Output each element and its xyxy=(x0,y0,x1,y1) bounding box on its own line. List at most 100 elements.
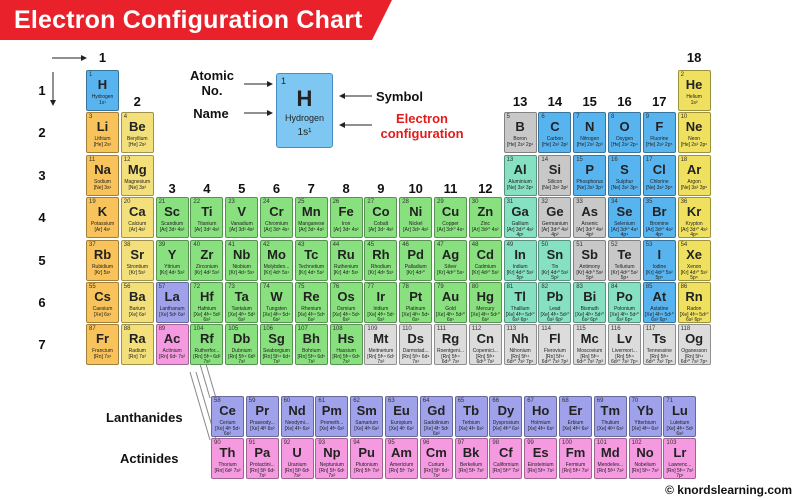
symbol: Th xyxy=(219,445,236,460)
element-cell-nh: 113 Nh Nihonium [Rn] 5f¹⁴ 6d¹⁰ 7s² 7p¹ xyxy=(503,324,537,366)
element-name: Astatine xyxy=(650,306,669,312)
electron-config: [Xe] 4f¹¹ 6s² xyxy=(527,426,554,432)
element-name: Radon xyxy=(686,306,702,312)
atomic-number: 99 xyxy=(527,440,534,446)
symbol: V xyxy=(237,204,247,220)
element-cell-cs: 55 Cs Caesium [Xe] 6s¹ xyxy=(86,282,119,323)
element-cell-w: 74 W Tungsten [Xe] 4f¹⁴ 5d⁴ 6s² xyxy=(260,282,293,323)
element-cell-b: 5 B Boron [He] 2s² 2p¹ xyxy=(503,112,537,154)
electron-config: [Xe] 4f⁷ 6s² xyxy=(389,426,414,432)
element-cell-se: 34 Se Selenium [Ar] 3d¹⁰ 4s² 4p⁴ xyxy=(608,197,641,239)
symbol: Cd xyxy=(476,246,494,262)
atomic-number: 12 xyxy=(123,156,131,163)
element-cell-cm: 96 Cm Curium [Rn] 5f⁷ 6d¹ 7s² xyxy=(419,438,453,479)
element-name: Tennessine xyxy=(646,348,672,355)
electron-config: [Xe] 4f⁴ 6s² xyxy=(284,426,310,432)
atomic-number: 47 xyxy=(437,241,444,248)
electron-config: [Rn] 5f⁹ 7s² xyxy=(458,468,484,474)
group-label-6: 6 xyxy=(272,181,281,196)
element-cell-re: 75 Re Rhenium [Xe] 4f¹⁴ 5d⁵ 6s² xyxy=(294,282,328,323)
element-cell-db: 105 Db Dubnium [Rn] 5f¹⁴ 6d³ 7s² xyxy=(225,324,259,366)
electron-config: [Xe] 4f¹⁴ 5d⁹ 6s¹ xyxy=(402,312,430,323)
atomic-number: 113 xyxy=(506,326,517,333)
element-cell-pd: 46 Pd Palladium [Kr] 4d¹⁰ xyxy=(399,239,433,281)
element-cell-sc: 21 Sc Scandium [Ar] 3d¹ 4s² xyxy=(155,197,189,239)
element-name: Hassium xyxy=(336,348,356,355)
element-name: Boron xyxy=(513,136,527,143)
atomic-number: 44 xyxy=(332,241,340,248)
copyright: © knordslearning.com xyxy=(665,483,792,497)
electron-config: [Kr] 4d⁸ 5s¹ xyxy=(368,269,394,276)
element-name: Zirconium xyxy=(195,263,218,270)
element-cell-in: 49 In Indium [Kr] 4d¹⁰ 5s² 5p¹ xyxy=(503,239,537,281)
atomic-number: 7 xyxy=(576,114,580,121)
group-label-9: 9 xyxy=(377,181,385,196)
symbol: Hg xyxy=(476,289,494,304)
legend-name-label: Name xyxy=(193,106,229,121)
atomic-number: 35 xyxy=(645,199,653,206)
element-name: Neon xyxy=(688,136,701,143)
element-cell-kr: 36 Kr Krypton [Ar] 3d¹⁰ 4s² 4p⁶ xyxy=(677,197,711,239)
electron-config: [Xe] 4f¹⁴ 5d¹⁰ 6s² 6p⁵ xyxy=(644,312,674,323)
group-label-13: 13 xyxy=(512,94,528,109)
atomic-number: 60 xyxy=(283,398,291,404)
element-cell-as: 33 As Arsenic [Ar] 3d¹⁰ 4s² 4p³ xyxy=(573,197,607,239)
element-name: Radium xyxy=(128,348,146,355)
symbol: Rb xyxy=(93,246,112,262)
element-name: Phosphorus xyxy=(576,178,604,185)
group-label-17: 17 xyxy=(652,94,667,109)
period-label-6: 6 xyxy=(38,295,46,310)
element-cell-al: 13 Al Aluminium [Ne] 3s² 3p¹ xyxy=(503,154,537,196)
symbol: Yb xyxy=(636,403,654,418)
element-name: Caesium xyxy=(92,306,113,312)
element-name: Sulphur xyxy=(615,178,634,185)
element-name: Livermori... xyxy=(612,348,637,355)
element-cell-mc: 115 Mc Moscovium [Rn] 5f¹⁴ 6d¹⁰ 7s² 7p³ xyxy=(573,324,607,366)
group-label-10: 10 xyxy=(408,181,423,196)
electron-config: [Rn] 5f¹⁴ 6d⁶ 7s² xyxy=(332,354,360,366)
element-name: Strontium xyxy=(126,263,148,270)
element-name: Silicon xyxy=(547,178,563,185)
electron-config: [Rn] 5f¹⁴ 6d² 7s² xyxy=(193,354,221,366)
element-name: Rutherfor... xyxy=(194,348,220,355)
element-cell-pm: 61 Pm Prometh... [Xe] 4f⁵ 6s² xyxy=(315,396,349,437)
element-name: Silver xyxy=(444,263,457,270)
electron-config: [Rn] 5f¹⁴ 6d¹⁰ 7s² 7p¹ xyxy=(507,354,534,366)
symbol: Ds xyxy=(407,331,424,347)
element-cell-be: 4 Be Beryllium [He] 2s² xyxy=(120,112,154,154)
symbol: Xe xyxy=(686,246,703,262)
electron-config: [Kr] 4d⁵ 5s¹ xyxy=(263,269,290,276)
symbol: Rn xyxy=(685,289,703,304)
legend-symbol-label: Symbol xyxy=(376,89,423,104)
symbol: Mg xyxy=(127,161,147,177)
electron-config: [Xe] 4f¹⁰ 6s² xyxy=(492,426,520,432)
atomic-number: 104 xyxy=(193,326,204,333)
group-label-18: 18 xyxy=(686,50,702,65)
element-name: Bohrium xyxy=(301,348,321,355)
element-name: Mercury xyxy=(476,306,495,312)
electron-config: [Ar] 4s¹ xyxy=(94,227,111,234)
atomic-number: 15 xyxy=(576,156,583,163)
symbol: Bi xyxy=(583,289,597,304)
symbol: Lu xyxy=(671,403,688,418)
symbol: N xyxy=(584,119,595,135)
symbol: Ge xyxy=(546,204,564,220)
atomic-number: 40 xyxy=(193,241,201,248)
chart-title: Electron Configuration Chart xyxy=(14,6,363,34)
atomic-number: 57 xyxy=(158,284,166,290)
symbol: Al xyxy=(513,161,527,177)
symbol: Mn xyxy=(301,204,321,220)
electron-config: [Ar] 3d⁵ 4s¹ xyxy=(263,227,290,234)
element-name: Scandium xyxy=(160,221,184,228)
atomic-number: 69 xyxy=(596,398,604,404)
element-name: Palladium xyxy=(404,263,427,270)
element-cell-fr: 87 Fr Francium [Rn] 7s¹ xyxy=(86,324,119,366)
element-cell-sr: 38 Sr Strontium [Kr] 5s² xyxy=(120,239,154,281)
element-name: Gallium xyxy=(511,221,529,228)
atomic-number: 89 xyxy=(158,326,166,333)
atomic-number: 74 xyxy=(263,284,270,290)
element-cell-fm: 100 Fm Fermium [Rn] 5f¹² 7s² xyxy=(559,438,592,479)
element-cell-zr: 40 Zr Zirconium [Kr] 4d² 5s² xyxy=(190,239,224,281)
symbol: Br xyxy=(652,204,667,220)
atomic-number: 52 xyxy=(611,241,618,248)
